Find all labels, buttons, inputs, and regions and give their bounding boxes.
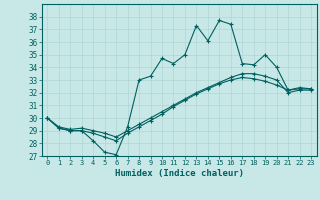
X-axis label: Humidex (Indice chaleur): Humidex (Indice chaleur) bbox=[115, 169, 244, 178]
